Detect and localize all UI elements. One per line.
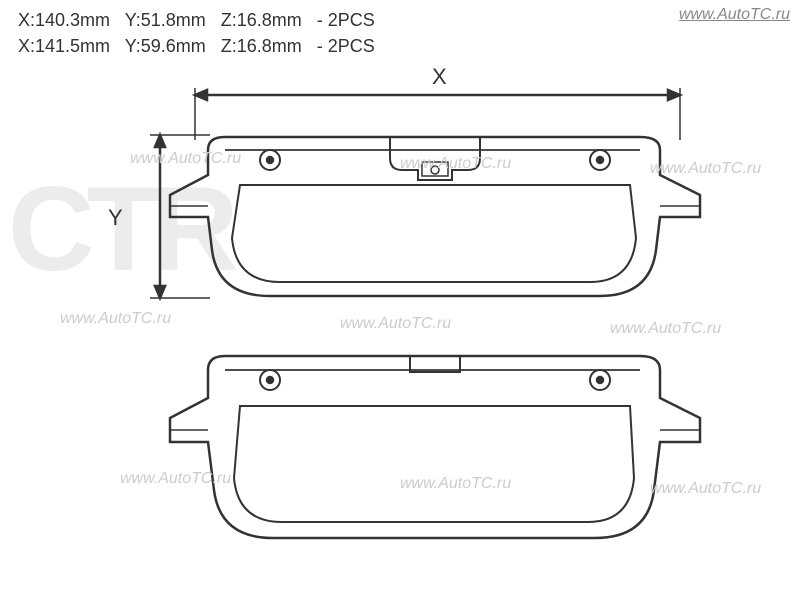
url-watermark: www.AutoTC.ru xyxy=(650,160,761,178)
dim-label-y: Y xyxy=(108,205,123,231)
url-watermark: www.AutoTC.ru xyxy=(340,315,451,333)
dim-label-x: X xyxy=(432,64,447,90)
url-watermark: www.AutoTC.ru xyxy=(130,150,241,168)
url-watermark: www.AutoTC.ru xyxy=(610,320,721,338)
url-watermark: www.AutoTC.ru xyxy=(650,480,761,498)
url-watermark: www.AutoTC.ru xyxy=(400,155,511,173)
url-watermark: www.AutoTC.ru xyxy=(120,470,231,488)
url-watermark: www.AutoTC.ru xyxy=(60,310,171,328)
url-watermark: www.AutoTC.ru xyxy=(400,475,511,493)
brake-pad-diagram xyxy=(0,0,800,600)
